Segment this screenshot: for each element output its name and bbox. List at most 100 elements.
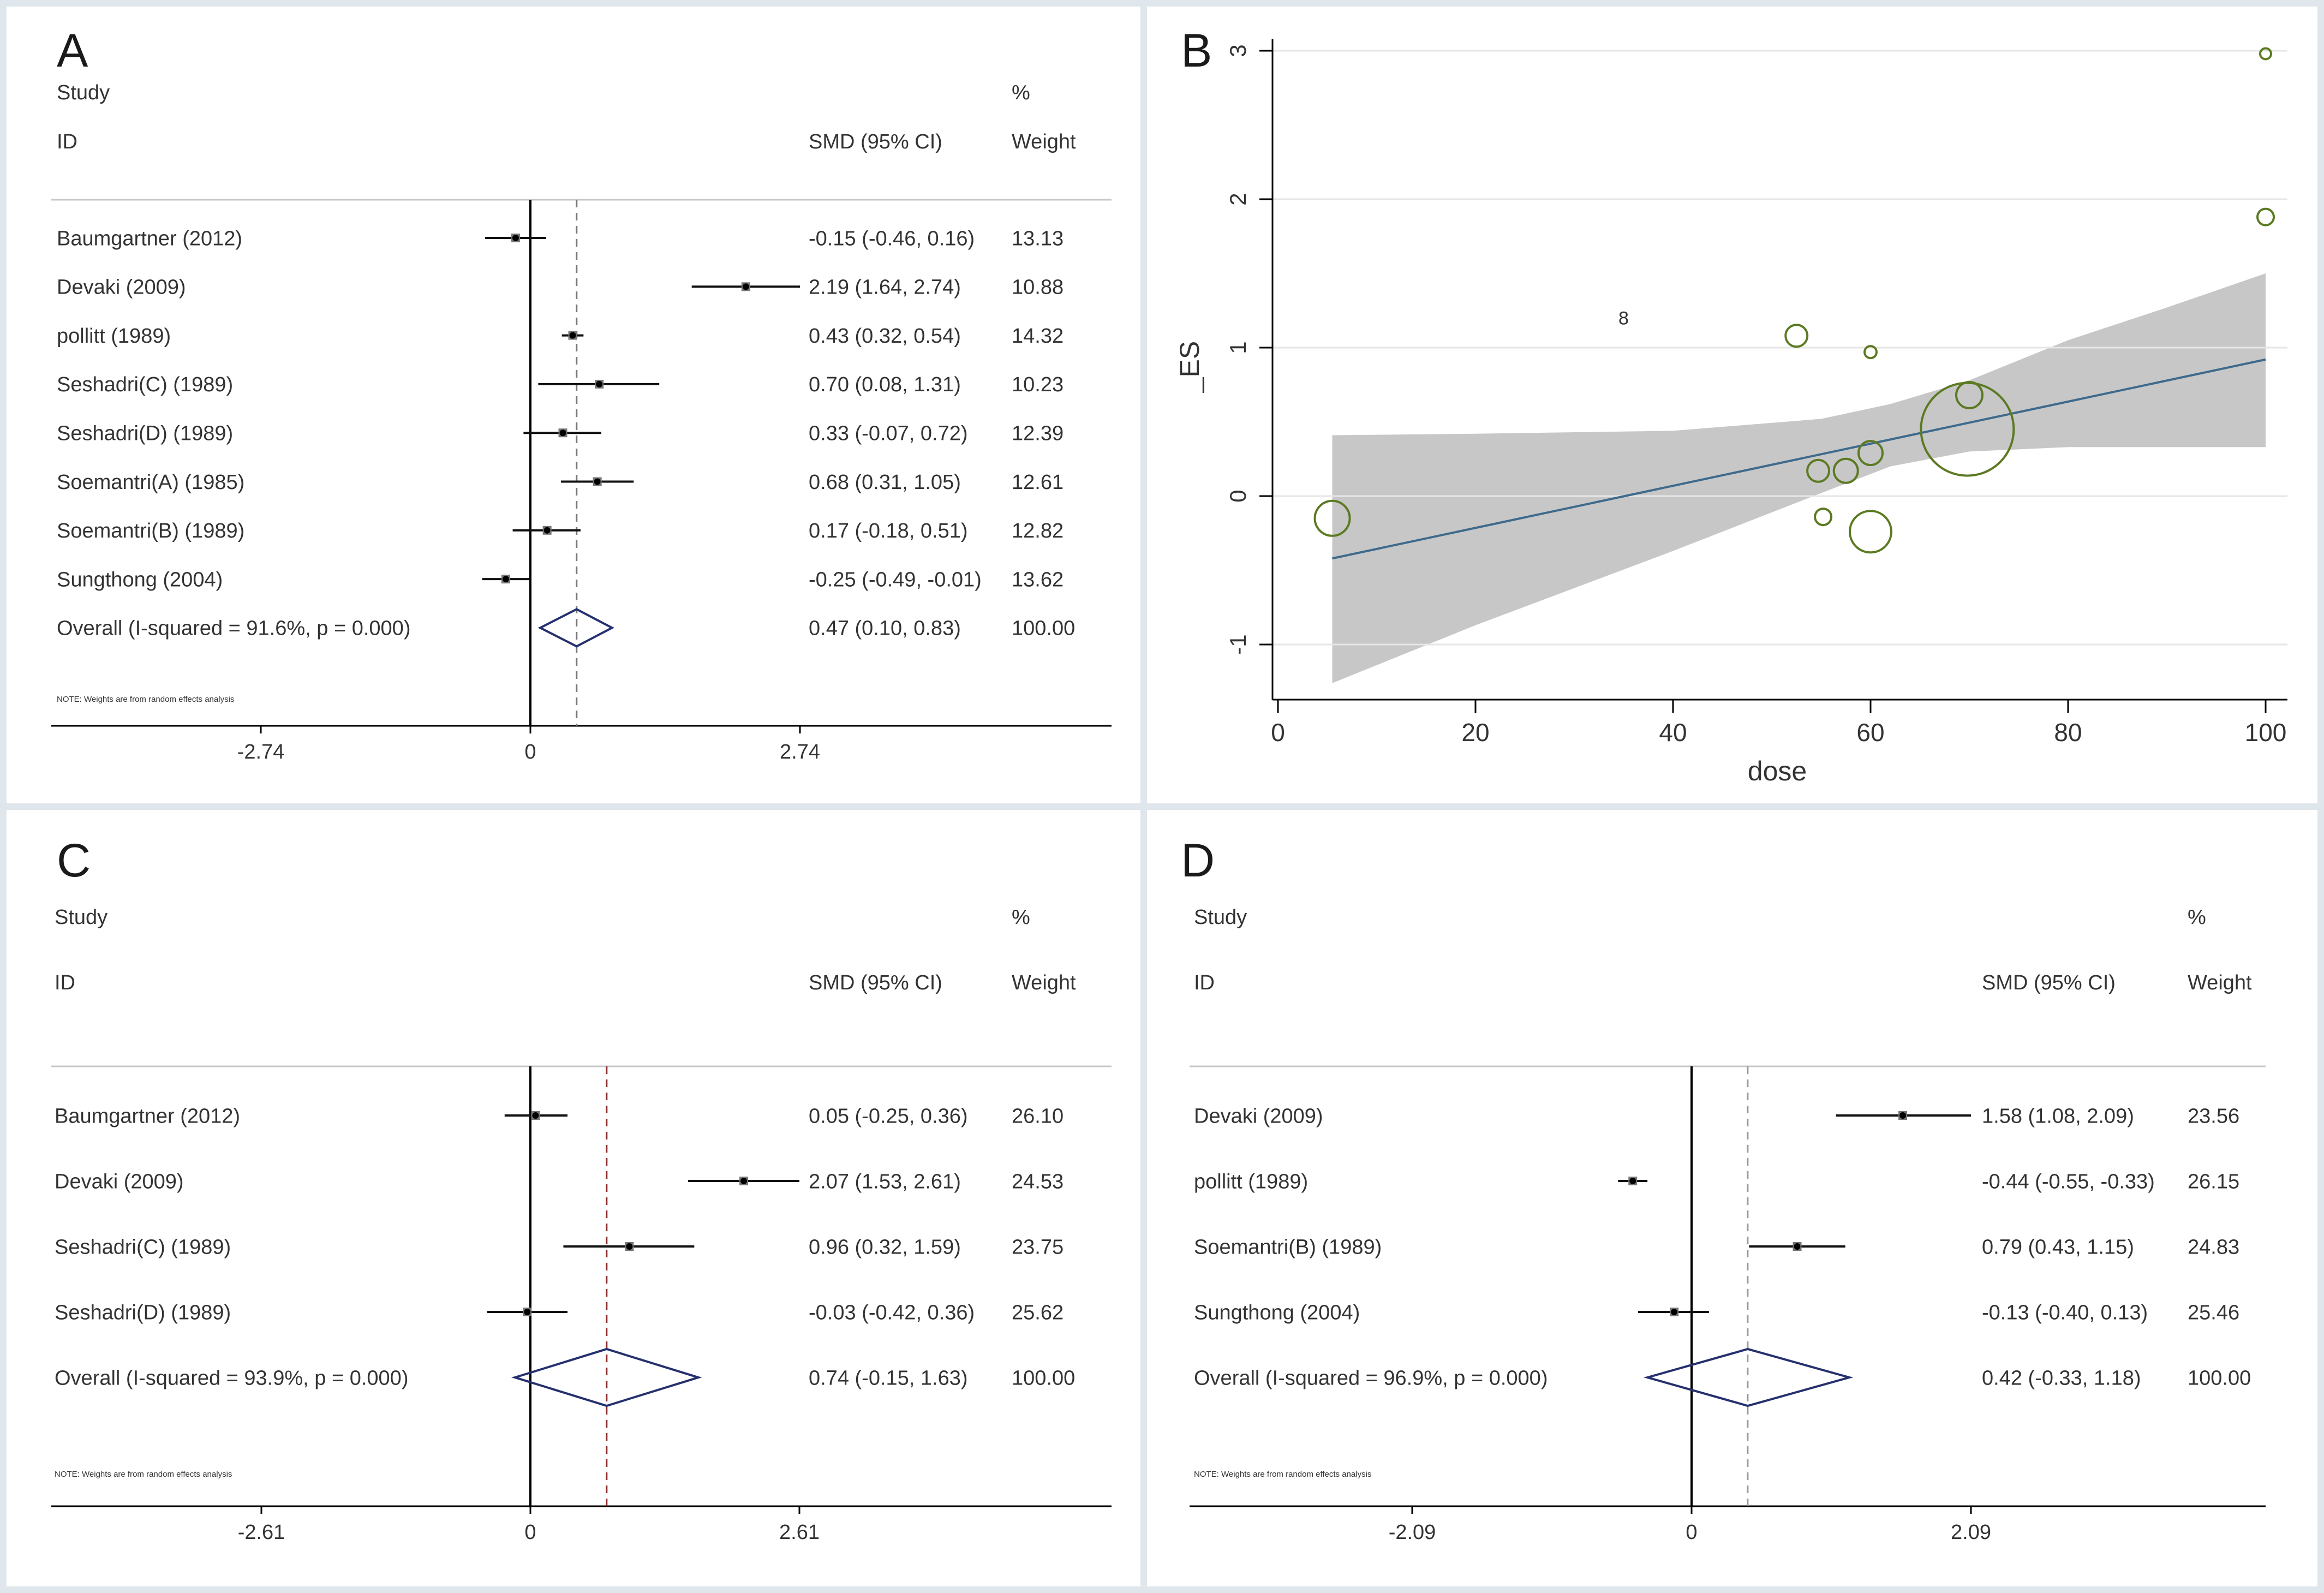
study-name: Soemantri(B) (1989) (57, 520, 244, 542)
panel-label-d: D (1181, 834, 1215, 887)
point-estimate (1629, 1178, 1636, 1184)
footnote: NOTE: Weights are from random effects an… (57, 695, 234, 704)
overall-ci: 0.47 (0.10, 0.83) (809, 617, 961, 640)
bubble-point (2256, 207, 2275, 226)
panel-label-a: A (57, 25, 88, 77)
header-percent: % (1012, 906, 1030, 929)
point-estimate (512, 235, 519, 241)
x-tick-label: 0 (1686, 1521, 1697, 1544)
x-tick-label: 2.74 (780, 741, 820, 763)
x-tick-label: 2.61 (779, 1521, 820, 1544)
study-name: Soemantri(B) (1989) (1194, 1236, 1382, 1258)
bubble-point (1920, 381, 2015, 477)
bubble-point (2259, 47, 2272, 61)
point-estimate (502, 576, 509, 583)
point-estimate (559, 429, 566, 437)
header-percent: % (1012, 81, 1030, 104)
panel-a: A Study% ID SMD (95% CI) Weight Baumgartner … (7, 7, 1140, 803)
panel-label-c: C (57, 834, 91, 887)
study-weight: 10.23 (1012, 373, 1064, 396)
study-weight: 13.62 (1012, 568, 1064, 591)
panel-c: C Study% ID SMD (95% CI) Weight Baumgartner … (7, 810, 1140, 1586)
study-ci: -0.44 (-0.55, -0.33) (1982, 1170, 2155, 1193)
point-estimate (1899, 1112, 1907, 1119)
bubble-point (1313, 499, 1351, 537)
study-name: Devaki (2009) (55, 1170, 184, 1193)
header-weight: Weight (1012, 130, 1076, 153)
study-ci: 2.19 (1.64, 2.74) (809, 276, 961, 299)
y-tick-label: 3 (1225, 44, 1251, 57)
x-tick-label: -2.09 (1389, 1521, 1436, 1544)
study-ci: 2.07 (1.53, 2.61) (809, 1170, 961, 1193)
header-id: ID (57, 130, 77, 153)
study-weight: 24.83 (2188, 1236, 2239, 1258)
study-ci: -0.03 (-0.42, 0.36) (809, 1301, 975, 1324)
study-name: pollitt (1989) (57, 325, 171, 348)
study-weight: 23.56 (2188, 1105, 2239, 1127)
point-estimate (543, 527, 551, 534)
panel-b: B 8 -1 0 1 2 3 0 20 40 60 80 100 dose _ES (1147, 7, 2317, 803)
study-name: Seshadri(D) (1989) (57, 422, 233, 445)
x-tick-label: 60 (1856, 718, 1884, 747)
forest-plot-d: Study % ID SMD (95% CI) Weight Devaki (2009) 1… (1190, 906, 2266, 1544)
point-estimate (1671, 1309, 1678, 1315)
study-ci: 0.17 (-0.18, 0.51) (809, 520, 968, 542)
study-name: Seshadri(C) (1989) (55, 1236, 231, 1258)
overall-ci: 0.74 (-0.15, 1.63) (809, 1367, 968, 1389)
study-weight: 12.39 (1012, 422, 1064, 445)
header-id: ID (55, 971, 75, 994)
study-weight: 24.53 (1012, 1170, 1064, 1193)
y-tick-label: 1 (1225, 341, 1251, 354)
header-smd: SMD (95% CI) (809, 130, 942, 153)
bubble-point (1806, 458, 1831, 483)
header-smd: SMD (95% CI) (809, 971, 942, 994)
forest-plot-c: Study % ID SMD (95% CI) Weight Baumgartner (2… (51, 906, 1112, 1544)
study-ci: 1.58 (1.08, 2.09) (1982, 1105, 2134, 1127)
study-weight: 25.46 (2188, 1301, 2239, 1324)
point-estimate (742, 283, 749, 290)
study-ci: 0.68 (0.31, 1.05) (809, 471, 961, 494)
scatter-plot-b: 8 -1 0 1 2 3 0 20 40 60 80 100 dose _ES (1174, 39, 2287, 786)
footnote: NOTE: Weights are from random effects an… (1194, 1470, 1371, 1479)
overall-diamond (511, 1347, 702, 1407)
x-tick-label: 20 (1461, 718, 1489, 747)
y-tick-label: 2 (1225, 193, 1251, 205)
study-name: Devaki (2009) (57, 276, 186, 299)
study-ci: 0.96 (0.32, 1.59) (809, 1236, 961, 1258)
forest-plot-a: Study % ID SMD (95% CI) Weight Baumgartner (2… (51, 81, 1112, 763)
header-study: Study (1194, 906, 1247, 929)
x-tick-label: 0 (524, 1521, 536, 1544)
point-estimate (569, 332, 576, 339)
header-percent: % (2188, 906, 2206, 929)
study-ci: -0.15 (-0.46, 0.16) (809, 227, 975, 250)
header-weight: Weight (1012, 971, 1076, 994)
study-name: Seshadri(C) (1989) (57, 373, 233, 396)
y-tick-label: -1 (1225, 634, 1251, 654)
study-ci: 0.43 (0.32, 0.54) (809, 325, 961, 348)
study-weight: 14.32 (1012, 325, 1064, 348)
footnote: NOTE: Weights are from random effects an… (55, 1470, 232, 1479)
overall-ci: 0.42 (-0.33, 1.18) (1982, 1367, 2141, 1389)
study-weight: 26.15 (2188, 1170, 2239, 1193)
study-ci: -0.13 (-0.40, 0.13) (1982, 1301, 2148, 1324)
y-axis-title: _ES (1174, 341, 1205, 393)
overall-label: Overall (I-squared = 93.9%, p = 0.000) (55, 1367, 408, 1389)
x-tick-label: -2.61 (238, 1521, 285, 1544)
study-weight: 10.88 (1012, 276, 1064, 299)
bubble-point (1814, 508, 1833, 527)
x-tick-label: 80 (2054, 718, 2082, 747)
header-id: ID (1194, 971, 1215, 994)
overall-weight: 100.00 (2188, 1367, 2251, 1389)
bubble-point (1832, 457, 1859, 484)
bubble-point (1863, 345, 1878, 360)
x-tick-label: 0 (524, 741, 536, 763)
study-ci: 0.05 (-0.25, 0.36) (809, 1105, 968, 1127)
study-ci: 0.33 (-0.07, 0.72) (809, 422, 968, 445)
study-ci: -0.25 (-0.49, -0.01) (809, 568, 982, 591)
study-ci: 0.79 (0.43, 1.15) (1982, 1236, 2134, 1258)
x-tick-label: 2.09 (1951, 1521, 1991, 1544)
bubble-point (1849, 510, 1892, 554)
point-estimate (594, 478, 601, 485)
study-weight: 23.75 (1012, 1236, 1064, 1258)
study-name: Baumgartner (2012) (55, 1105, 240, 1127)
